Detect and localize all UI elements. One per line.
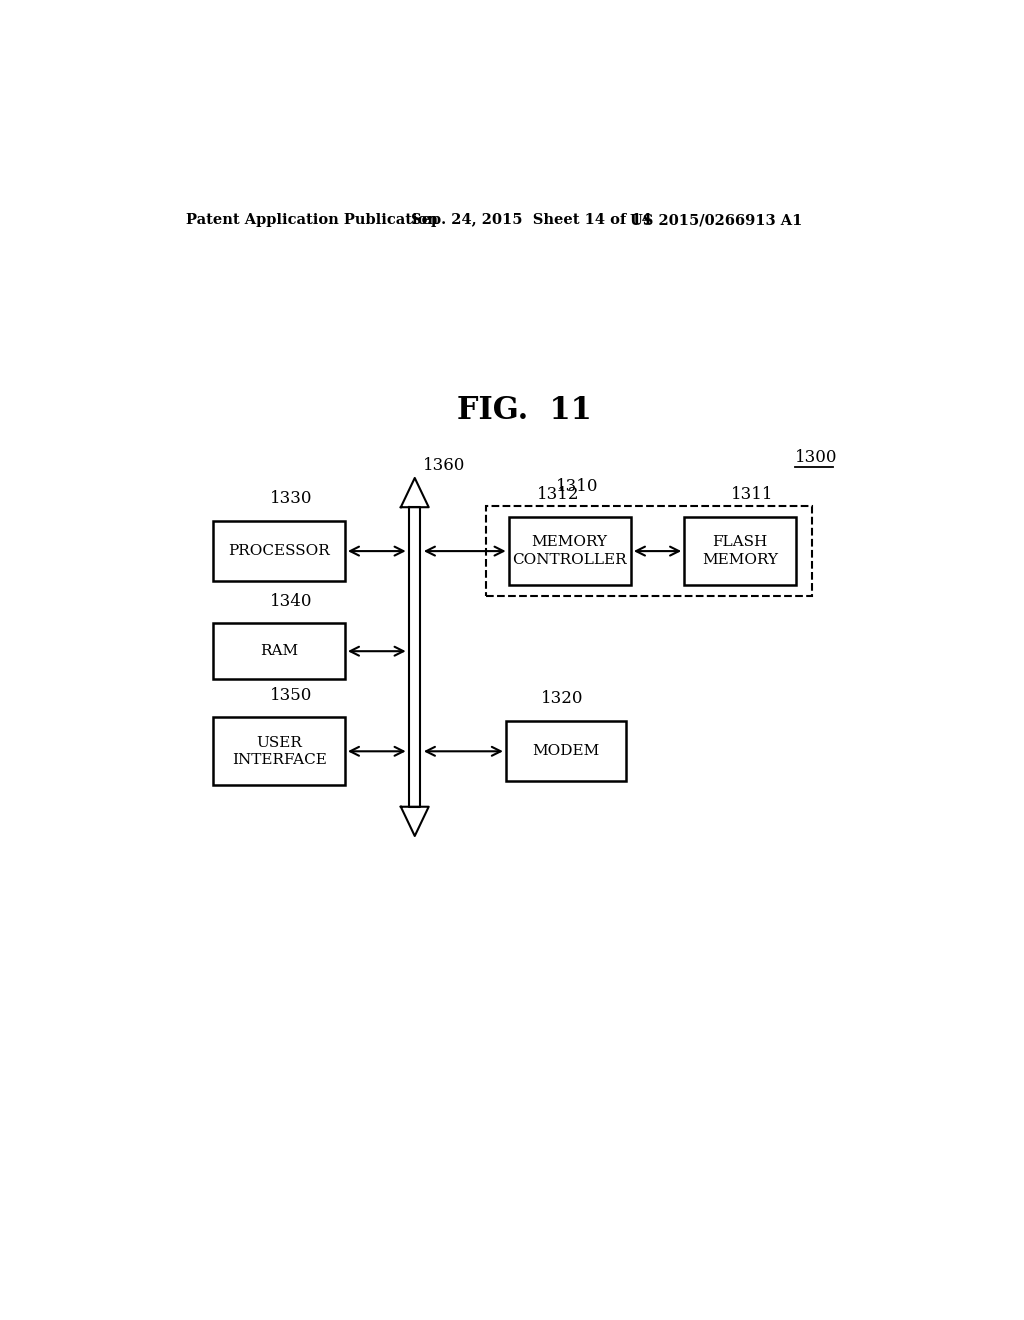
Text: MODEM: MODEM [532,744,599,758]
Bar [506,721,626,781]
Text: FIG.  11: FIG. 11 [458,396,592,426]
Text: 1311: 1311 [731,486,773,503]
Text: USER
INTERFACE: USER INTERFACE [231,735,327,767]
Polygon shape [400,807,429,836]
Text: 1310: 1310 [556,478,598,495]
Bar [213,623,345,678]
Text: 1300: 1300 [795,449,837,466]
Text: 1312: 1312 [537,486,580,503]
Bar [509,517,631,585]
Text: RAM: RAM [260,644,298,659]
Text: FLASH
MEMORY: FLASH MEMORY [702,536,778,566]
Polygon shape [410,507,420,807]
Text: PROCESSOR: PROCESSOR [228,544,330,558]
Text: MEMORY
CONTROLLER: MEMORY CONTROLLER [512,536,627,566]
Text: US 2015/0266913 A1: US 2015/0266913 A1 [630,213,803,227]
Text: 1360: 1360 [423,457,465,474]
Text: 1340: 1340 [269,593,312,610]
Bar [684,517,797,585]
Text: 1330: 1330 [269,490,312,507]
Text: 1350: 1350 [269,686,312,704]
Polygon shape [400,478,429,507]
Bar [213,521,345,581]
Text: Sep. 24, 2015  Sheet 14 of 14: Sep. 24, 2015 Sheet 14 of 14 [411,213,651,227]
Bar [486,507,812,595]
Text: 1320: 1320 [541,690,584,708]
Bar [213,718,345,785]
Text: Patent Application Publication: Patent Application Publication [186,213,438,227]
